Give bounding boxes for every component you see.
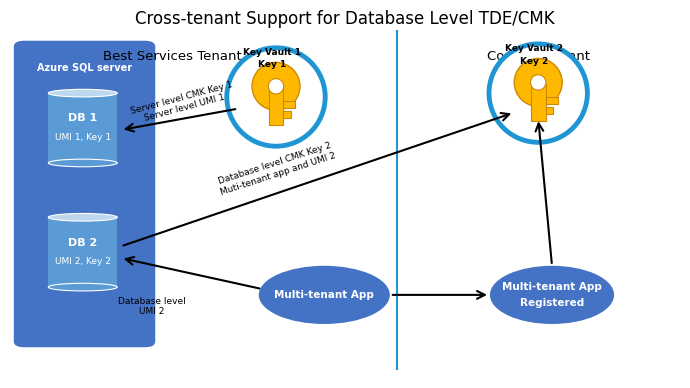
Bar xyxy=(284,101,295,108)
Text: Contoso Tenant: Contoso Tenant xyxy=(486,50,590,63)
Bar xyxy=(268,88,284,125)
Text: Key 2: Key 2 xyxy=(520,57,548,66)
Text: DB 1: DB 1 xyxy=(68,113,97,123)
Ellipse shape xyxy=(489,44,587,142)
Text: UMI 2, Key 2: UMI 2, Key 2 xyxy=(55,257,110,267)
Bar xyxy=(284,111,290,118)
Ellipse shape xyxy=(490,266,614,324)
Ellipse shape xyxy=(227,48,325,146)
Text: Key Vault 2: Key Vault 2 xyxy=(505,44,563,53)
Ellipse shape xyxy=(268,79,284,94)
Text: Registered: Registered xyxy=(520,298,584,308)
Bar xyxy=(48,217,117,287)
FancyBboxPatch shape xyxy=(14,41,155,347)
Ellipse shape xyxy=(48,213,117,221)
Bar xyxy=(546,107,553,114)
Text: Database level CMK Key 2
Muti-tenant app and UMI 2: Database level CMK Key 2 Muti-tenant app… xyxy=(215,141,337,197)
Text: Multi-tenant App: Multi-tenant App xyxy=(275,290,374,300)
Ellipse shape xyxy=(231,52,321,142)
Ellipse shape xyxy=(493,48,583,138)
Ellipse shape xyxy=(252,62,300,110)
Text: Multi-tenant App: Multi-tenant App xyxy=(502,282,602,292)
Ellipse shape xyxy=(48,283,117,291)
Text: DB 2: DB 2 xyxy=(68,237,97,248)
Text: Key 1: Key 1 xyxy=(257,61,286,69)
Ellipse shape xyxy=(259,266,390,324)
Text: Key Vault 1: Key Vault 1 xyxy=(243,48,301,57)
Ellipse shape xyxy=(514,59,562,106)
Text: UMI 1, Key 1: UMI 1, Key 1 xyxy=(55,133,111,142)
Bar xyxy=(531,85,546,121)
Text: Azure SQL server: Azure SQL server xyxy=(37,63,132,73)
Ellipse shape xyxy=(48,159,117,167)
Text: Cross-tenant Support for Database Level TDE/CMK: Cross-tenant Support for Database Level … xyxy=(135,10,555,28)
Text: Database level
UMI 2: Database level UMI 2 xyxy=(118,297,186,316)
Bar xyxy=(546,97,558,104)
Text: Server level CMK Key 1
Server level UMI 1: Server level CMK Key 1 Server level UMI … xyxy=(130,80,236,126)
Ellipse shape xyxy=(531,75,546,90)
Text: Best Services Tenant: Best Services Tenant xyxy=(103,50,242,63)
Ellipse shape xyxy=(48,89,117,97)
Bar xyxy=(48,93,117,163)
